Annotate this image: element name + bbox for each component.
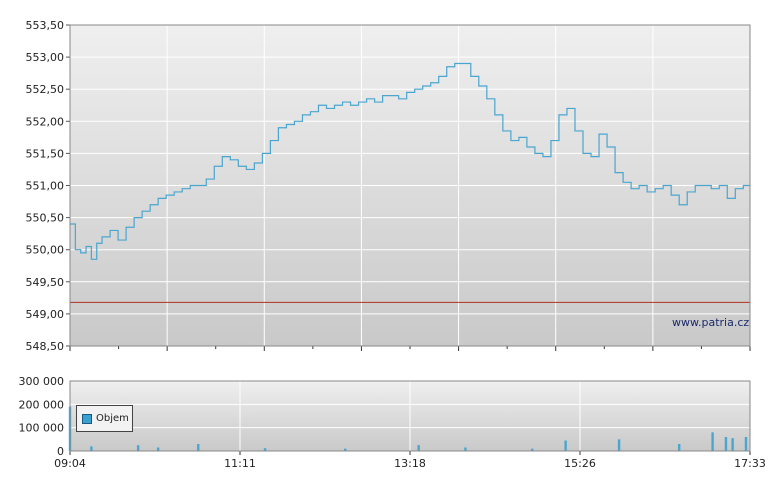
volume-ytick-label: 200 000 xyxy=(19,398,65,411)
volume-bar xyxy=(711,432,713,451)
price-ytick-label: 551,00 xyxy=(26,180,65,193)
legend-label: Objem xyxy=(96,413,129,424)
volume-bar xyxy=(678,444,680,451)
volume-bar xyxy=(157,448,159,452)
volume-ytick-label: 100 000 xyxy=(19,422,65,435)
volume-bar xyxy=(90,446,92,451)
price-ytick-label: 552,50 xyxy=(26,83,65,96)
price-ytick-label: 553,00 xyxy=(26,51,65,64)
volume-bar xyxy=(731,438,733,451)
volume-bar xyxy=(725,437,727,451)
price-ytick-label: 549,00 xyxy=(26,308,65,321)
volume-bar xyxy=(197,444,199,451)
xtick-label: 09:04 xyxy=(54,457,86,470)
xtick-label: 15:26 xyxy=(564,457,596,470)
legend-swatch-icon xyxy=(82,414,92,424)
volume-ytick-label: 300 000 xyxy=(19,375,65,388)
volume-bar xyxy=(618,439,620,451)
volume-bar xyxy=(745,437,747,451)
price-ytick-label: 548,50 xyxy=(26,340,65,353)
volume-bar xyxy=(564,441,566,452)
price-ytick-label: 551,50 xyxy=(26,147,65,160)
xtick-label: 13:18 xyxy=(394,457,426,470)
price-ytick-label: 549,50 xyxy=(26,276,65,289)
volume-bar xyxy=(417,445,419,451)
volume-bar xyxy=(137,445,139,451)
volume-bar xyxy=(464,448,466,452)
price-ytick-label: 552,00 xyxy=(26,115,65,128)
xtick-label: 17:33 xyxy=(734,457,766,470)
xtick-label: 11:11 xyxy=(224,457,256,470)
volume-legend: Objem xyxy=(76,405,133,432)
watermark-text[interactable]: www.patria.cz xyxy=(672,316,749,329)
price-ytick-label: 553,50 xyxy=(26,19,65,32)
price-ytick-label: 550,50 xyxy=(26,212,65,225)
price-ytick-label: 550,00 xyxy=(26,244,65,257)
